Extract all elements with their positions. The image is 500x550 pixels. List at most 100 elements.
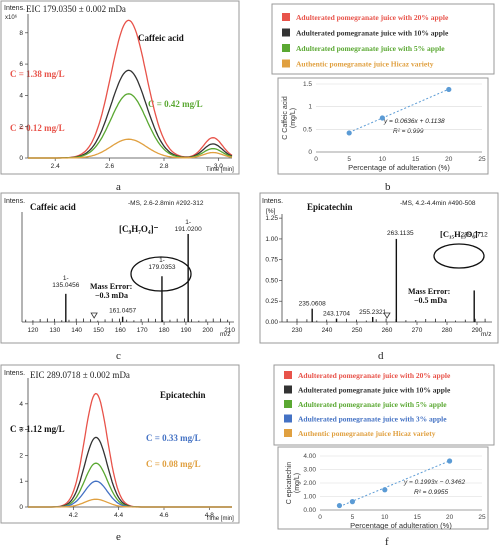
- d-y-tick-label: 0.00: [265, 319, 278, 326]
- f-data-point: [447, 458, 453, 464]
- c-peak-label: 161.0457: [109, 308, 136, 315]
- f-data-point: [336, 502, 343, 509]
- legend-label: Adulterated pomegranate juice with 5% ap…: [298, 400, 447, 409]
- c-x-tick-label: 160: [115, 327, 126, 334]
- b-y-tick-label: 1: [308, 104, 312, 111]
- panel-b: Adulterated pomegranate juice with 20% a…: [271, 3, 495, 175]
- b-x-tick-label: 10: [379, 156, 387, 163]
- panel-f-plot: 0.00 1.00 2.00 3.00 4.00 0 5 10 15 20 25 Percentage…: [286, 453, 486, 530]
- f-x-tick-label: 15: [414, 514, 422, 521]
- c-x-tick-label: 170: [137, 327, 148, 334]
- d-x-tick-label: 240: [322, 327, 333, 334]
- c-x-tick-label: 180: [159, 327, 170, 334]
- d-y-tick-label: 0.50: [265, 277, 278, 284]
- legend-swatch: [284, 385, 292, 394]
- legend-label: Adulterated pomegranate juice with 20% a…: [296, 13, 449, 22]
- panel-b-equation: y = 0.0636x + 0.1138: [383, 118, 445, 125]
- panel-d-highlight-ellipse: [433, 243, 485, 269]
- d-peak-label-line: 289.0712: [461, 231, 488, 238]
- c-peak-label-line: 1-: [159, 257, 165, 264]
- panel-a-time-label: Time [min]: [206, 167, 234, 173]
- f-x-tick-label: 5: [351, 514, 355, 521]
- b-y-tick-label: 1.5: [303, 81, 312, 88]
- b-y-axis-label: C Caffeic acid(mg/L): [282, 96, 297, 140]
- panel-e-letter: e: [116, 531, 121, 543]
- panel-a: Intens. x10⁶ EIC 179.0350 ± 0.002 mDa Ca…: [0, 0, 240, 175]
- panel-a-conc-1: C = 1.38 mg/L: [10, 69, 65, 79]
- f-y-axis-label-line: (mg/L): [294, 473, 301, 493]
- panel-f-legend-frame: [273, 364, 495, 446]
- panel-b-plot: 0 0.5 1 1.5 0 5 10 15 20 25 Percentage of adultera…: [282, 81, 486, 172]
- c-peak-label-line: 179.0353: [148, 264, 175, 271]
- panel-c-compound: Caffeic acid: [30, 202, 76, 212]
- panel-b-r2: R² = 0.999: [393, 128, 424, 135]
- panel-c-formula: [C₉H₇O₄]⁻: [119, 224, 159, 234]
- a-y-tick-label: 6: [19, 61, 23, 68]
- d-precursor-marker: [383, 312, 391, 319]
- c-x-tick-label: 200: [202, 327, 213, 334]
- f-x-axis-label: Percentage of adulteration (%): [350, 521, 452, 530]
- panel-e: Intens. EIC 289.0718 ± 0.002 mDa Epicate…: [0, 364, 240, 524]
- e-y-tick-label: 3: [19, 427, 23, 434]
- d-y-tick-label: 1.00: [265, 236, 278, 243]
- b-y-axis-label-line: C Caffeic acid: [282, 96, 289, 140]
- panel-d-formula: [C₁₅H₁₃O₆]⁻: [440, 229, 483, 239]
- d-x-tick-label: 270: [412, 327, 423, 334]
- panel-e-plot: 4.2 4.4 4.6 4.8 0 1 2 3 4: [19, 378, 232, 519]
- panel-e-eic: EIC 289.0718 ± 0.002 mDa: [30, 370, 130, 380]
- panel-d-header: -MS, 4.2-4.4min #490-508: [400, 200, 476, 207]
- panel-a-conc-3: C = 0.12 mg/L: [10, 123, 65, 133]
- a-x-tick-label: 2.4: [51, 163, 60, 170]
- c-peak-label: 1-179.0353: [148, 257, 175, 271]
- b-x-tick-label: 25: [478, 156, 486, 163]
- b-x-axis-label: Percentage of adulteration (%): [348, 163, 450, 172]
- f-y-tick-label: 2.00: [303, 480, 316, 487]
- b-y-tick-label: 0.5: [303, 126, 312, 133]
- panel-d-compound: Epicatechin: [307, 202, 353, 212]
- panel-e-conc-2: C = 0.33 mg/L: [146, 433, 201, 443]
- panel-b-legend: Adulterated pomegranate juice with 20% a…: [282, 13, 449, 69]
- panel-b-legend-frame: [271, 3, 495, 75]
- panel-c-error-2: −0.3 mDa: [95, 291, 128, 300]
- panel-d-letter: d: [378, 350, 384, 362]
- panel-f-equation: y = 0.1993x − 0.3462: [403, 479, 465, 486]
- f-y-tick-label: 1.00: [303, 494, 316, 501]
- c-x-tick-label: 150: [93, 327, 104, 334]
- a-x-tick-label: 3.0: [214, 163, 223, 170]
- panel-a-letter: a: [116, 181, 121, 193]
- d-peak-label: 263.1135: [387, 230, 414, 237]
- legend-swatch: [282, 13, 290, 21]
- panel-a-frame: [0, 0, 240, 175]
- e-y-tick-label: 1: [19, 478, 23, 485]
- c-peak-label-line: 135.0456: [52, 282, 79, 289]
- panel-a-plot: 2.4 2.6 2.8 3.0 0 2 4 6 8: [19, 14, 233, 170]
- panel-e-compound: Epicatechin: [160, 390, 206, 400]
- c-peak-label: 1-135.0456: [52, 275, 79, 289]
- legend-label: Adulterated pomegranate juice with 3% ap…: [298, 415, 447, 424]
- a-y-tick-label: 0: [19, 155, 23, 162]
- panel-c-highlight-ellipse: [130, 256, 192, 292]
- f-y-tick-label: 4.00: [303, 453, 316, 460]
- b-data-point: [446, 86, 452, 93]
- d-y-tick-label: 0.25: [265, 298, 278, 305]
- panel-f: Adulterated pomegranate juice with 20% a…: [273, 364, 495, 530]
- panel-c-intens: Intens.: [4, 198, 25, 205]
- panel-e-time-label: Time [min]: [206, 516, 234, 522]
- legend-label: Authentic pomegranate juice Hicaz variet…: [298, 429, 436, 438]
- c-precursor-marker: [90, 312, 98, 319]
- f-y-tick-label: 3.00: [303, 467, 316, 474]
- c-peak-label: 1-191.0200: [175, 219, 202, 233]
- panel-d: Intens. [%] Epicatechin -MS, 4.2-4.4min …: [259, 192, 499, 344]
- e-y-tick-label: 4: [19, 401, 23, 408]
- c-x-tick-label: 130: [49, 327, 60, 334]
- c-x-tick-label: 210: [224, 327, 235, 334]
- c-peak-label-line: 161.0457: [109, 308, 136, 315]
- f-x-tick-label: 10: [381, 514, 389, 521]
- legend-swatch: [284, 400, 292, 408]
- a-series-line: [28, 138, 233, 159]
- d-peak-label-line: 255.2321: [359, 309, 386, 316]
- panel-d-intens: Intens.: [262, 198, 283, 205]
- panel-c-plot: 120 130 140 150 160 170 180 190 200 2101-135.0456…: [21, 212, 235, 334]
- e-series-line: [28, 498, 232, 508]
